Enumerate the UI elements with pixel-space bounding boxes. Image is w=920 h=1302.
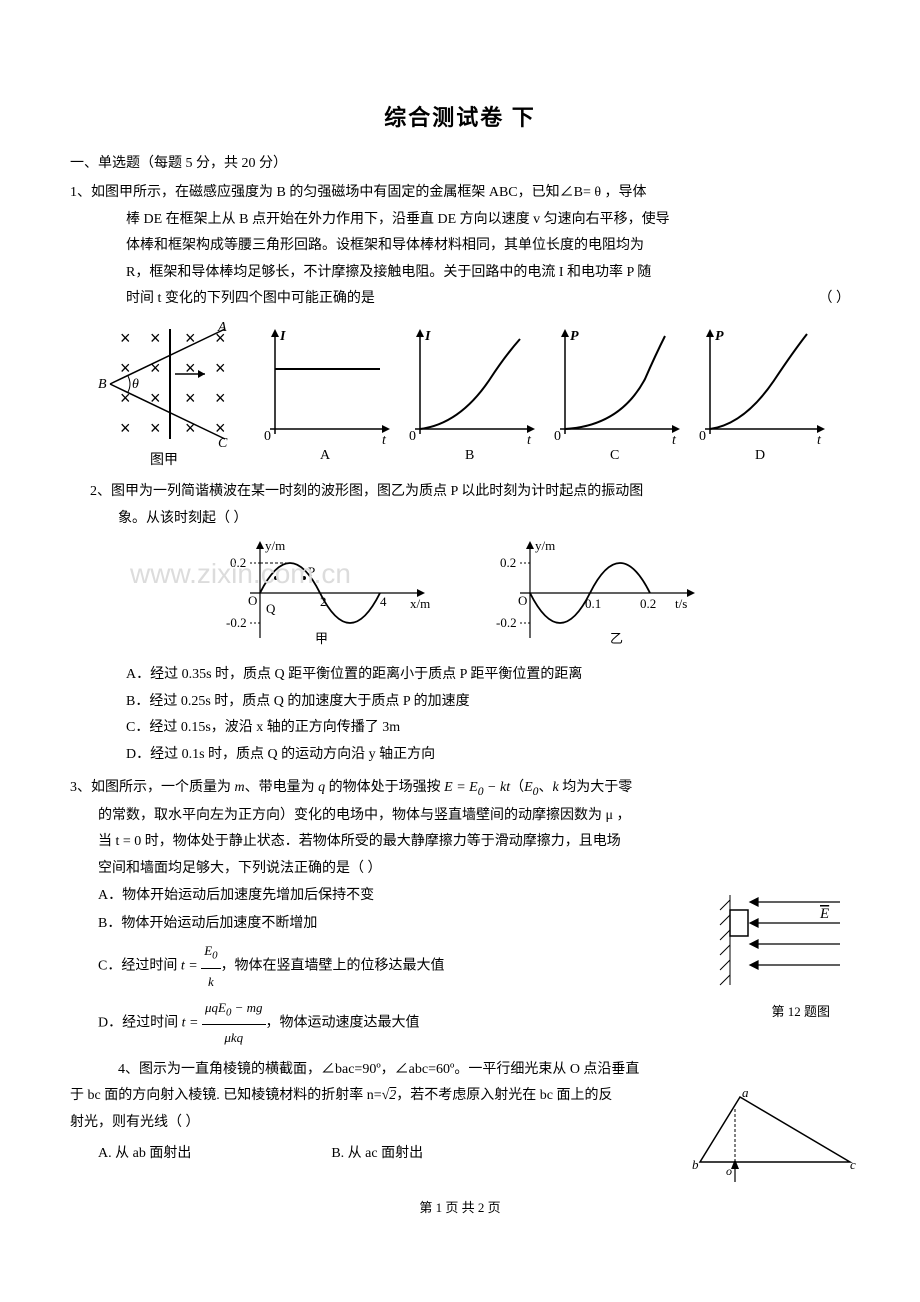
q3-figure: E: [710, 890, 850, 1000]
svg-text:×: ×: [150, 418, 161, 438]
q2-optD: D．经过 0.1s 时，质点 Q 的运动方向沿 y 轴正方向: [126, 742, 850, 769]
q4-figure: a b c o: [690, 1087, 860, 1187]
svg-text:I: I: [424, 329, 431, 344]
page-title: 综合测试卷 下: [70, 100, 850, 132]
var-m: m: [235, 780, 245, 795]
question-2: 2、图甲为一列简谐横波在某一时刻的波形图，图乙为质点 P 以此时刻为计时起点的振…: [70, 479, 850, 532]
q3-optD: D．经过时间 t = μqE0 − mgμkq，物体运动速度达最大值: [98, 995, 850, 1051]
q3-l1f: 均为大于零: [559, 780, 633, 795]
svg-text:A: A: [320, 448, 331, 463]
svg-text:O: O: [518, 593, 527, 608]
q1-l4: R，框架和导体棒均足够长，不计摩擦及接触电阻。关于回路中的电流 I 和电功率 P…: [70, 260, 850, 287]
q4-l1: 图示为一直角棱镜的横截面，∠bac=90º，∠abc=60º。一平行细光束从 O…: [139, 1062, 639, 1077]
svg-text:×: ×: [215, 358, 226, 378]
q3-l3: 当 t = 0 时，物体处于静止状态．若物体所受的最大静摩擦力等于滑动摩擦力，且…: [70, 829, 850, 856]
q4-l2a: 于 bc 面的方向射入棱镜. 已知棱镜材料的折射率 n=: [70, 1088, 382, 1103]
q2-options: A．经过 0.35s 时，质点 Q 距平衡位置的距离小于质点 P 距平衡位置的距…: [70, 662, 850, 768]
page-footer: 第 1 页 共 2 页: [70, 1197, 850, 1216]
q3-l1c: 的物体处于场强按: [325, 780, 444, 795]
q2-num: 2、: [90, 484, 111, 499]
svg-text:c: c: [850, 1157, 856, 1172]
svg-text:0.2: 0.2: [230, 555, 246, 570]
svg-text:P: P: [308, 564, 315, 579]
q1-l3: 体棒和框架构成等腰三角形回路。设框架和导体棒材料相同，其单位长度的电阻均为: [70, 233, 850, 260]
svg-text:P: P: [715, 329, 724, 344]
svg-text:0: 0: [554, 429, 561, 444]
svg-text:Q: Q: [266, 601, 276, 616]
q2-l1: 图甲为一列简谐横波在某一时刻的波形图，图乙为质点 P 以此时刻为计时起点的振动图: [111, 484, 643, 499]
svg-text:t/s: t/s: [675, 596, 687, 611]
q3-figcap: 第 12 题图: [771, 1000, 830, 1025]
q3-l1d: （: [510, 780, 524, 795]
question-4: 4、图示为一直角棱镜的横截面，∠bac=90º，∠abc=60º。一平行细光束从…: [70, 1057, 850, 1167]
svg-text:o: o: [726, 1164, 732, 1178]
q2-figure: y/m x/m O 0.2 -0.2 2 4 P: [200, 538, 720, 658]
q4-l2b: ，若不考虑原入射光在 bc 面上的反: [396, 1088, 612, 1103]
svg-text:×: ×: [185, 388, 196, 408]
svg-text:b: b: [692, 1157, 699, 1172]
svg-text:C: C: [610, 448, 619, 463]
q1-num: 1、: [70, 185, 91, 200]
svg-text:×: ×: [215, 388, 226, 408]
q3-l2: 的常数，取水平向左为正方向）变化的电场中，物体与竖直墙壁间的动摩擦因数为 μ ，: [70, 803, 850, 830]
svg-text:×: ×: [185, 358, 196, 378]
svg-text:C: C: [218, 436, 228, 451]
svg-text:乙: 乙: [610, 631, 623, 646]
svg-text:0: 0: [699, 429, 706, 444]
svg-text:4: 4: [380, 594, 387, 609]
svg-text:D: D: [755, 448, 765, 463]
q1-figure: ×××× ×××× ×××× ×××× θ A B: [90, 319, 830, 469]
svg-text:B: B: [98, 377, 107, 392]
q3-l4: 空间和墙面均足够大，下列说法正确的是（ ）: [70, 856, 850, 883]
sqrt2: √2: [382, 1088, 397, 1103]
svg-text:0: 0: [409, 429, 416, 444]
q3-num: 3、: [70, 780, 91, 795]
svg-text:P: P: [570, 329, 579, 344]
svg-text:图甲: 图甲: [150, 453, 178, 468]
section-header: 一、单选题（每题 5 分，共 20 分）: [70, 152, 850, 172]
q1-l5: 时间 t 变化的下列四个图中可能正确的是: [126, 286, 375, 313]
q1-l1: 如图甲所示，在磁感应强度为 B 的匀强磁场中有固定的金属框架 ABC，已知∠B=…: [91, 185, 647, 200]
svg-text:0: 0: [264, 429, 271, 444]
q2-optA: A．经过 0.35s 时，质点 Q 距平衡位置的距离小于质点 P 距平衡位置的距…: [126, 662, 850, 689]
var-E0: E0: [524, 780, 538, 795]
svg-text:0.2: 0.2: [640, 596, 656, 611]
svg-text:x/m: x/m: [410, 596, 430, 611]
q3-l1e: 、: [538, 780, 552, 795]
svg-text:y/m: y/m: [265, 538, 285, 553]
eq-E: E = E0 − kt: [444, 780, 510, 795]
svg-text:y/m: y/m: [535, 538, 555, 553]
svg-text:B: B: [465, 448, 474, 463]
svg-text:-0.2: -0.2: [226, 615, 247, 630]
svg-text:O: O: [248, 593, 257, 608]
q2-optC: C．经过 0.15s，波沿 x 轴的正方向传播了 3m: [126, 715, 850, 742]
svg-text:θ: θ: [132, 377, 139, 392]
svg-text:t: t: [382, 433, 387, 448]
q1-l2: 棒 DE 在框架上从 B 点开始在外力作用下，沿垂直 DE 方向以速度 v 匀速…: [70, 207, 850, 234]
q2-optB: B．经过 0.25s 时，质点 Q 的加速度大于质点 P 的加速度: [126, 689, 850, 716]
svg-text:I: I: [279, 329, 286, 344]
svg-text:t: t: [527, 433, 532, 448]
svg-text:a: a: [742, 1087, 749, 1100]
svg-text:×: ×: [150, 328, 161, 348]
question-3: 3、如图所示，一个质量为 m、带电量为 q 的物体处于场强按 E = E0 − …: [70, 775, 850, 1051]
svg-text:0.2: 0.2: [500, 555, 516, 570]
svg-text:甲: 甲: [315, 631, 328, 646]
svg-text:×: ×: [120, 328, 131, 348]
question-1: 1、如图甲所示，在磁感应强度为 B 的匀强磁场中有固定的金属框架 ABC，已知∠…: [70, 180, 850, 313]
q4-optB: B. 从 ac 面射出: [331, 1141, 423, 1168]
q1-paren: （ ）: [819, 286, 851, 313]
svg-text:×: ×: [120, 418, 131, 438]
q4-optA: A. 从 ab 面射出: [98, 1141, 191, 1168]
svg-text:A: A: [217, 320, 227, 335]
q3-l1b: 、带电量为: [245, 780, 319, 795]
svg-text:E: E: [819, 906, 829, 922]
q4-num: 4、: [118, 1062, 139, 1077]
svg-text:t: t: [672, 433, 677, 448]
svg-text:-0.2: -0.2: [496, 615, 517, 630]
q2-l2: 象。从该时刻起（ ）: [70, 506, 850, 533]
svg-text:t: t: [817, 433, 822, 448]
q3-l1a: 如图所示，一个质量为: [91, 780, 235, 795]
